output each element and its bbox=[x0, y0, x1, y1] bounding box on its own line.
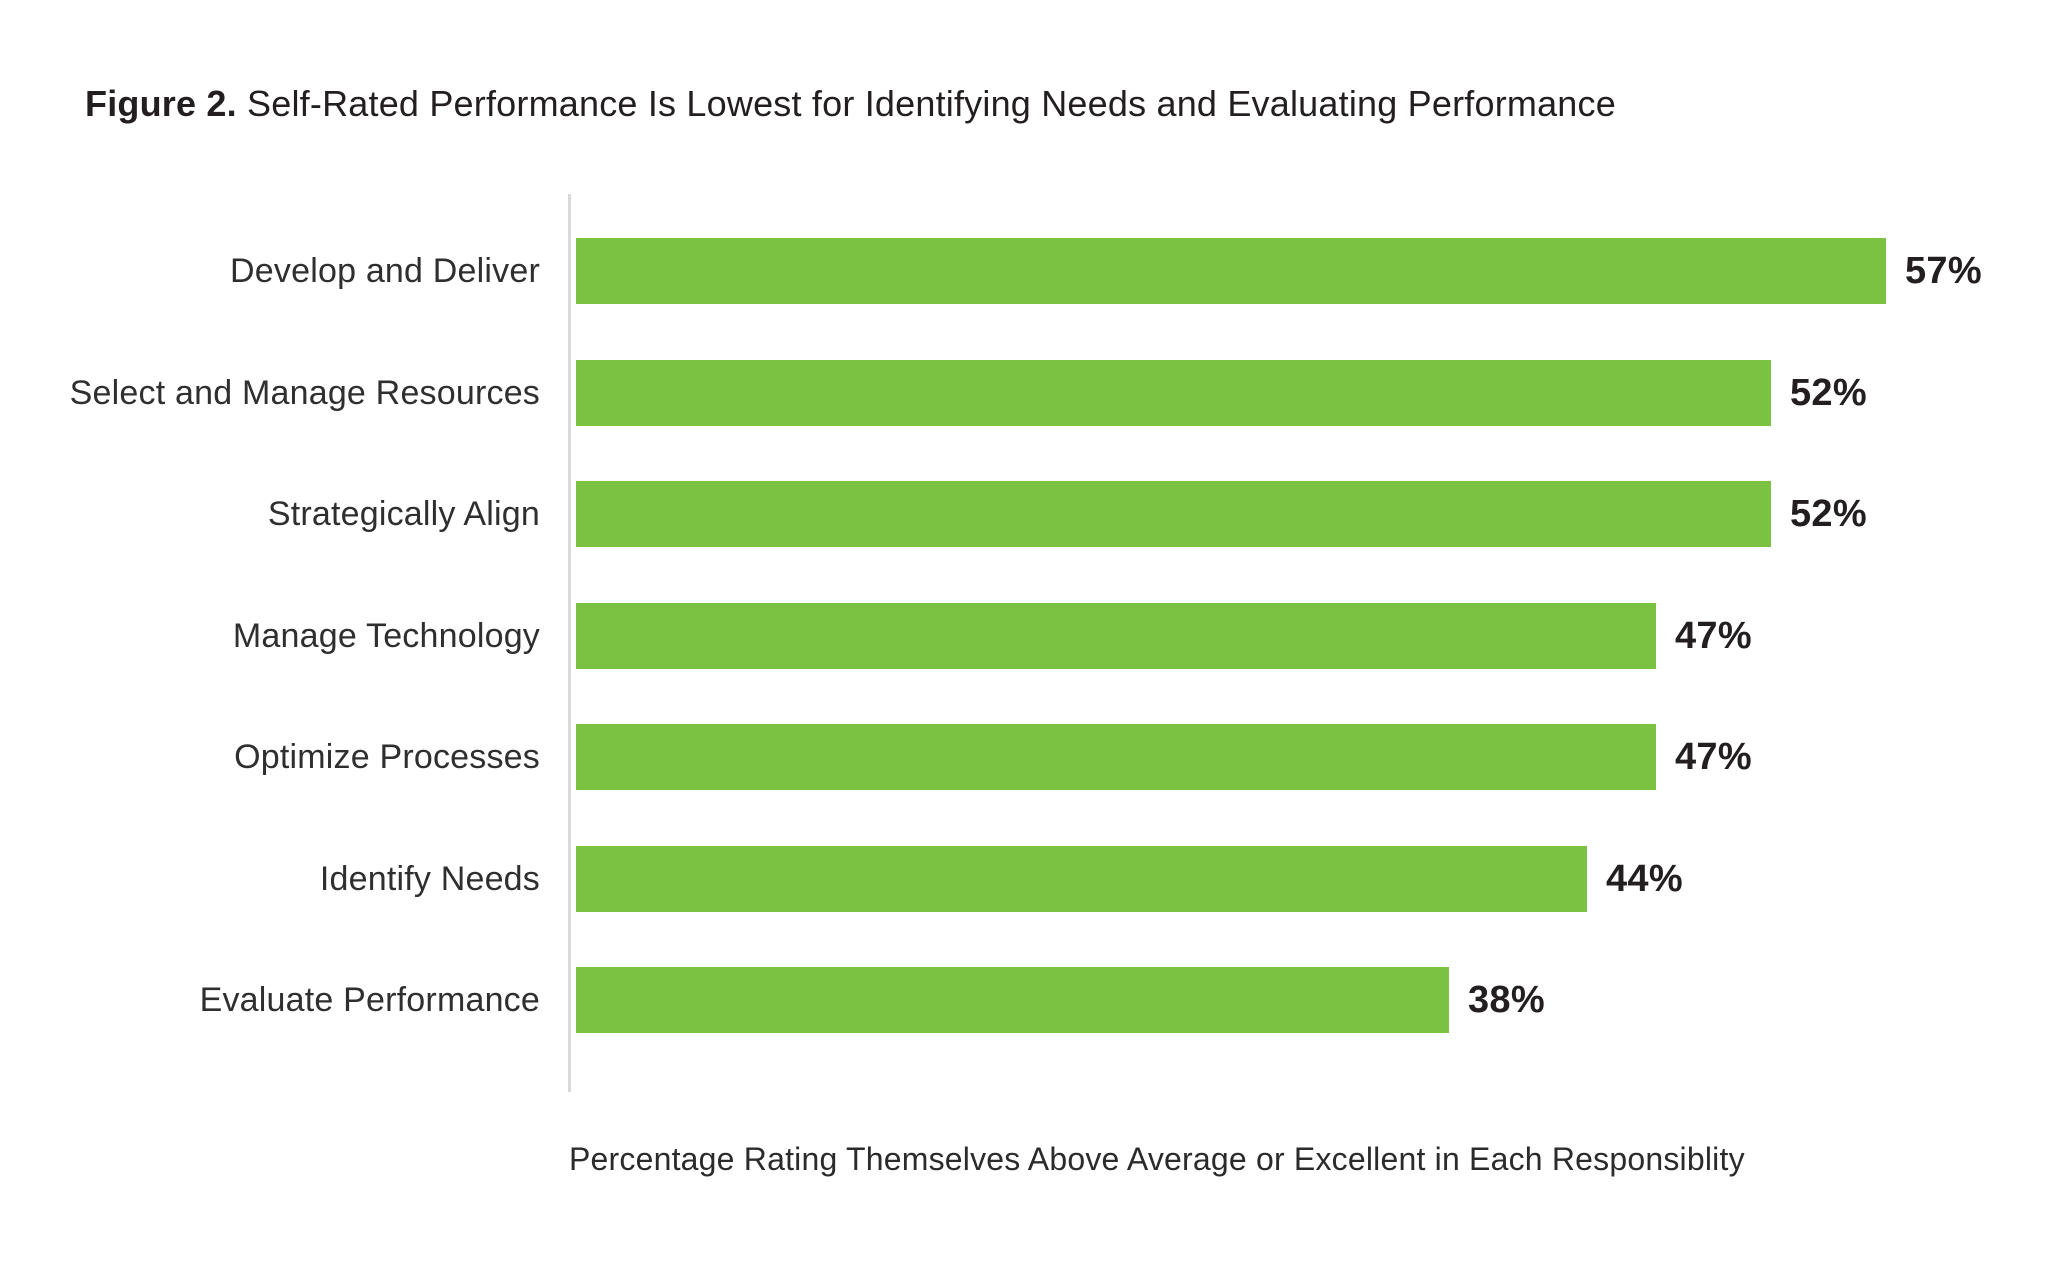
bar-row: Optimize Processes 47% bbox=[0, 724, 2062, 790]
value-label: 38% bbox=[1468, 978, 1545, 1021]
value-label: 52% bbox=[1790, 492, 1867, 535]
bar-row: Manage Technology 47% bbox=[0, 603, 2062, 669]
category-label: Manage Technology bbox=[232, 616, 540, 655]
bar bbox=[576, 238, 1886, 304]
category-label: Optimize Processes bbox=[234, 737, 540, 776]
value-label: 47% bbox=[1675, 614, 1752, 657]
value-label: 47% bbox=[1675, 735, 1752, 778]
bar-row: Identify Needs 44% bbox=[0, 846, 2062, 912]
figure-title-text: Self-Rated Performance Is Lowest for Ide… bbox=[236, 83, 1616, 124]
y-axis-line bbox=[568, 194, 571, 1092]
bar bbox=[576, 481, 1771, 547]
category-label: Evaluate Performance bbox=[199, 980, 540, 1019]
bar-row: Select and Manage Resources 52% bbox=[0, 360, 2062, 426]
category-label: Select and Manage Resources bbox=[69, 373, 540, 412]
value-label: 57% bbox=[1905, 249, 1982, 292]
bar bbox=[576, 724, 1656, 790]
category-label: Identify Needs bbox=[319, 859, 540, 898]
value-label: 52% bbox=[1790, 371, 1867, 414]
bar-row: Develop and Deliver 57% bbox=[0, 238, 2062, 304]
figure-title: Figure 2. Self-Rated Performance Is Lowe… bbox=[85, 82, 1616, 126]
bar bbox=[576, 603, 1656, 669]
figure-title-prefix: Figure 2. bbox=[85, 83, 237, 124]
bar-row: Strategically Align 52% bbox=[0, 481, 2062, 547]
bar bbox=[576, 967, 1449, 1033]
category-label: Strategically Align bbox=[267, 494, 540, 533]
bar bbox=[576, 846, 1587, 912]
x-axis-caption: Percentage Rating Themselves Above Avera… bbox=[569, 1141, 1745, 1177]
bar bbox=[576, 360, 1771, 426]
category-label: Develop and Deliver bbox=[230, 251, 540, 290]
value-label: 44% bbox=[1606, 857, 1683, 900]
bar-row: Evaluate Performance 38% bbox=[0, 967, 2062, 1033]
